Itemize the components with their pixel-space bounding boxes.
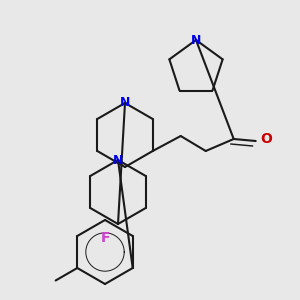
Text: F: F (100, 231, 110, 245)
Text: N: N (191, 34, 201, 46)
Text: N: N (120, 97, 130, 110)
Text: N: N (113, 154, 123, 166)
Text: O: O (260, 132, 272, 146)
